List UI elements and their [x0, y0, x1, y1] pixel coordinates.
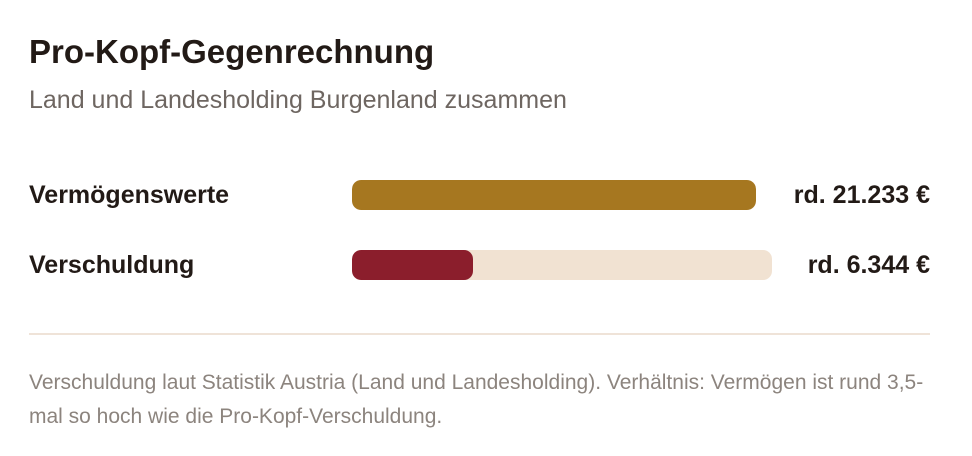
card-subtitle: Land und Landesholding Burgenland zusamm…	[29, 86, 567, 114]
bar-value-label-1: rd. 21.233 €	[793, 181, 930, 209]
bar-track-1	[352, 180, 756, 210]
footnote: Verschuldung laut Statistik Austria (Lan…	[29, 371, 924, 428]
bar-track-2	[352, 250, 772, 280]
bar-label-1: Vermögenswerte	[29, 181, 230, 209]
bar-label-2: Verschuldung	[29, 251, 195, 279]
bar-fill-2	[352, 250, 473, 280]
bar-value-label-2: rd. 6.344 €	[807, 251, 930, 279]
card-title: Pro-Kopf-Gegenrechnung	[29, 33, 435, 70]
divider	[29, 333, 930, 335]
bar-fill-1	[352, 180, 756, 210]
